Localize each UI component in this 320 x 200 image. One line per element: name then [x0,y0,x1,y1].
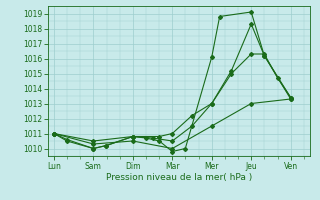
X-axis label: Pression niveau de la mer( hPa ): Pression niveau de la mer( hPa ) [106,173,252,182]
